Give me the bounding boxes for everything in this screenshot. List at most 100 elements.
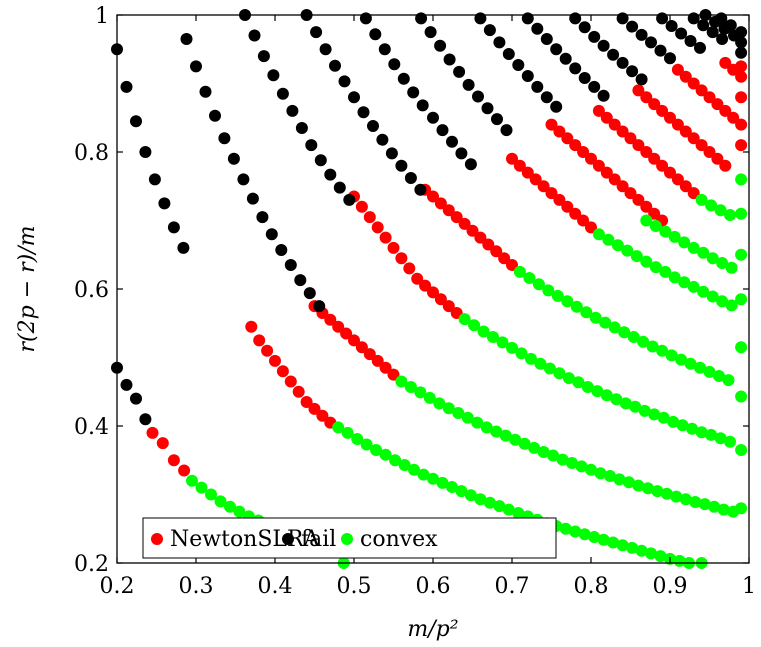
point-convex-147 — [592, 228, 605, 241]
point-fail-97 — [616, 56, 629, 69]
point-fail-47 — [376, 133, 389, 146]
point-convex-143 — [703, 365, 716, 378]
point-convex-76 — [585, 463, 597, 476]
point-convex-133 — [608, 321, 621, 334]
point-convex-1 — [195, 481, 208, 494]
point-convex-94 — [468, 319, 481, 332]
point-convex-173 — [735, 293, 748, 306]
point-newtonslra-42 — [434, 197, 447, 210]
point-convex-160 — [716, 295, 729, 308]
x-tick-label: 0.9 — [653, 574, 688, 599]
point-convex-35 — [502, 503, 515, 516]
point-newtonslra-115 — [735, 91, 748, 104]
point-convex-174 — [695, 193, 708, 206]
y-tick-label: 0.2 — [74, 552, 109, 577]
point-fail-22 — [275, 244, 288, 256]
point-convex-41 — [559, 522, 572, 535]
legend-label-fail: fail — [301, 527, 336, 552]
point-convex-153 — [649, 261, 662, 274]
point-convex-145 — [722, 374, 735, 387]
point-convex-178 — [735, 248, 748, 261]
point-newtonslra-62 — [585, 221, 597, 234]
point-convex-172 — [725, 261, 738, 274]
point-newtonslra-36 — [427, 286, 439, 299]
point-fail-40 — [310, 26, 323, 39]
point-fail-65 — [424, 26, 437, 39]
point-newtonslra-2 — [167, 454, 180, 467]
point-convex-83 — [651, 485, 664, 498]
point-convex-88 — [698, 498, 711, 511]
point-fail-46 — [367, 120, 379, 132]
point-newtonslra-0 — [146, 426, 159, 439]
legend-label-newtonslra: NewtonSLRA — [170, 527, 321, 552]
point-newtonslra-98 — [687, 132, 700, 145]
point-convex-146 — [735, 390, 748, 403]
point-convex-118 — [695, 426, 708, 439]
point-convex-175 — [705, 199, 718, 212]
point-convex-75 — [575, 460, 588, 473]
point-convex-70 — [528, 441, 541, 454]
point-fail-68 — [453, 65, 466, 78]
point-fail-87 — [559, 52, 572, 65]
point-fail-123 — [735, 46, 748, 59]
point-newtonslra-45 — [458, 217, 471, 230]
point-convex-48 — [626, 541, 639, 554]
point-newtonslra-67 — [577, 146, 590, 158]
point-convex-69 — [518, 437, 531, 450]
point-fail-63 — [464, 158, 477, 171]
point-fail-99 — [635, 73, 648, 86]
point-newtonslra-75 — [640, 200, 653, 213]
point-fail-56 — [397, 72, 410, 85]
point-newtonslra-64 — [553, 125, 566, 138]
point-newtonslra-8 — [276, 365, 289, 378]
point-newtonslra-69 — [592, 159, 605, 172]
point-newtonslra-91 — [632, 84, 645, 97]
point-convex-84 — [660, 487, 673, 500]
point-newtonslra-30 — [379, 231, 392, 244]
point-newtonslra-61 — [577, 214, 590, 227]
point-convex-144 — [713, 370, 725, 382]
point-newtonslra-96 — [671, 118, 684, 131]
legend-label-convex: convex — [360, 527, 438, 552]
point-convex-0 — [186, 474, 198, 487]
point-convex-177 — [724, 209, 736, 221]
point-fail-18 — [237, 173, 250, 186]
point-fail-64 — [415, 12, 428, 25]
point-convex-110 — [619, 397, 632, 410]
point-convex-108 — [600, 389, 613, 402]
point-newtonslra-74 — [632, 193, 645, 206]
point-convex-171 — [716, 257, 729, 269]
point-fail-21 — [265, 228, 278, 241]
point-newtonslra-106 — [695, 84, 708, 97]
point-newtonslra-48 — [482, 238, 495, 251]
point-convex-18 — [341, 426, 354, 439]
point-fail-114 — [716, 33, 729, 45]
point-fail-66 — [434, 39, 447, 52]
point-convex-31 — [464, 489, 477, 502]
point-newtonslra-86 — [656, 159, 669, 172]
point-newtonslra-104 — [679, 70, 692, 83]
point-fail-101 — [626, 20, 639, 33]
x-tick-label: 0.7 — [495, 574, 530, 599]
point-fail-84 — [531, 22, 544, 35]
point-convex-22 — [379, 448, 392, 461]
point-convex-131 — [589, 311, 602, 324]
point-fail-106 — [656, 12, 669, 25]
point-convex-66 — [490, 425, 503, 438]
x-tick-label: 0.2 — [100, 574, 135, 599]
point-fail-75 — [483, 24, 496, 37]
point-convex-60 — [433, 397, 446, 410]
point-convex-105 — [572, 376, 585, 389]
point-convex-50 — [645, 547, 657, 560]
x-tick-label: 0.6 — [416, 574, 451, 599]
point-newtonslra-33 — [403, 262, 416, 275]
point-convex-28 — [436, 476, 449, 489]
point-convex-128 — [561, 295, 574, 308]
point-newtonslra-111 — [735, 118, 748, 131]
point-newtonslra-63 — [545, 118, 558, 131]
point-fail-107 — [665, 20, 678, 32]
point-convex-90 — [717, 503, 730, 516]
point-newtonslra-51 — [506, 259, 518, 271]
point-newtonslra-99 — [695, 139, 708, 152]
point-newtonslra-84 — [640, 146, 653, 158]
